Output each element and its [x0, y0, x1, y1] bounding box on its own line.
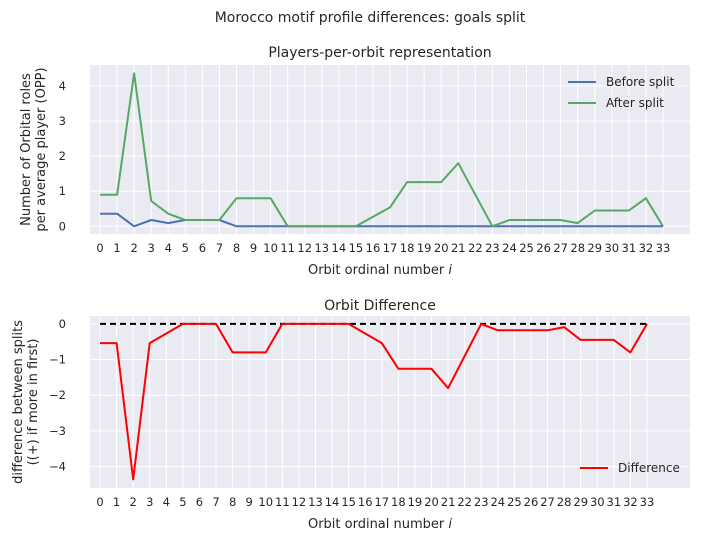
- y-tick-label: −2: [49, 388, 66, 402]
- x-tick-label: 15: [341, 495, 356, 509]
- x-tick-label: 23: [474, 495, 489, 509]
- y-tick-label: −3: [49, 424, 66, 438]
- y-tick-label: −1: [49, 353, 66, 367]
- x-tick-label: 18: [400, 241, 415, 255]
- x-tick-label: 19: [417, 241, 432, 255]
- x-tick-label: 10: [263, 241, 278, 255]
- x-tick-label: 30: [604, 241, 619, 255]
- legend-label: Before split: [606, 75, 675, 89]
- y-tick-label: 3: [59, 114, 66, 128]
- x-tick-label: 7: [216, 241, 223, 255]
- legend-label: Difference: [618, 461, 680, 475]
- x-tick-label: 28: [570, 241, 585, 255]
- top-chart: 0 1 2 3 4 5 6 7 8 9 10 11 12 13 14 15 16 17 18 19 20 21 22 23 24…: [19, 45, 690, 278]
- x-tick-label: 4: [163, 495, 170, 509]
- x-tick-label: 11: [275, 495, 290, 509]
- x-tick-label: 24: [490, 495, 505, 509]
- x-tick-label: 5: [179, 495, 186, 509]
- x-tick-label: 18: [391, 495, 406, 509]
- x-tick-label: 31: [622, 241, 637, 255]
- y-tick-label: 2: [59, 149, 66, 163]
- x-tick-label: 29: [573, 495, 588, 509]
- y-axis-label: ((+) if more in first): [26, 339, 41, 466]
- x-tick-label: 6: [196, 495, 203, 509]
- y-tick-label: 0: [59, 219, 66, 233]
- x-tick-label: 20: [424, 495, 439, 509]
- x-tick-label: 8: [229, 495, 236, 509]
- x-tick-label: 9: [250, 241, 257, 255]
- x-tick-label: 16: [358, 495, 373, 509]
- x-tick-label: 15: [349, 241, 364, 255]
- x-tick-label: 33: [656, 241, 671, 255]
- x-tick-label: 26: [524, 495, 539, 509]
- x-tick-label: 27: [553, 241, 568, 255]
- x-tick-label: 10: [258, 495, 273, 509]
- y-tick-label: 4: [59, 79, 66, 93]
- y-tick-label: −4: [49, 460, 66, 474]
- series-line: [100, 72, 664, 228]
- x-tick-label: 29: [587, 241, 602, 255]
- x-tick-label: 21: [451, 241, 466, 255]
- x-tick-label: 12: [297, 241, 312, 255]
- x-tick-label: 9: [246, 495, 253, 509]
- x-tick-label: 17: [374, 495, 389, 509]
- y-axis-label: difference between splits: [11, 320, 26, 484]
- x-tick-label: 0: [96, 495, 103, 509]
- x-tick-label: 11: [280, 241, 295, 255]
- x-tick-label: 23: [485, 241, 500, 255]
- x-tick-label: 19: [408, 495, 423, 509]
- figure-suptitle: Morocco motif profile differences: goals…: [215, 10, 526, 26]
- x-tick-label: 20: [434, 241, 449, 255]
- x-tick-label: 2: [130, 241, 137, 255]
- x-tick-label: 22: [468, 241, 483, 255]
- x-tick-label: 27: [540, 495, 555, 509]
- x-tick-label: 13: [314, 241, 329, 255]
- x-tick-label: 3: [146, 495, 153, 509]
- bottom-chart: 0 1 2 3 4 5 6 7 8 9 10 11 12 13 14 15 16 17 18 19 20 21 22 23 24…: [11, 298, 690, 532]
- x-tick-label: 14: [332, 241, 347, 255]
- x-tick-label: 12: [292, 495, 307, 509]
- series-line: [100, 322, 648, 481]
- x-tick-label: 24: [502, 241, 517, 255]
- x-tick-label: 13: [308, 495, 323, 509]
- x-tick-label: 33: [640, 495, 655, 509]
- x-axis-label: Orbit ordinal number i: [308, 263, 452, 278]
- x-tick-label: 7: [212, 495, 219, 509]
- x-tick-label: 28: [557, 495, 572, 509]
- x-tick-label: 25: [507, 495, 522, 509]
- legend-label: After split: [606, 96, 664, 110]
- x-tick-label: 31: [607, 495, 622, 509]
- x-tick-label: 32: [639, 241, 654, 255]
- x-tick-label: 30: [590, 495, 605, 509]
- x-tick-label: 1: [113, 241, 120, 255]
- x-tick-label: 3: [148, 241, 155, 255]
- x-tick-label: 22: [457, 495, 472, 509]
- y-axis-label: per average player (OPP): [34, 67, 49, 231]
- x-tick-label: 1: [113, 495, 120, 509]
- plot-background: [90, 316, 690, 488]
- x-tick-label: 6: [199, 241, 206, 255]
- x-tick-label: 21: [441, 495, 456, 509]
- x-tick-label: 17: [383, 241, 398, 255]
- x-tick-label: 8: [233, 241, 240, 255]
- chart-title: Orbit Difference: [324, 298, 436, 314]
- x-tick-label: 0: [96, 241, 103, 255]
- x-tick-label: 2: [129, 495, 136, 509]
- x-tick-label: 14: [325, 495, 340, 509]
- x-tick-label: 4: [165, 241, 172, 255]
- x-axis-label: Orbit ordinal number i: [308, 517, 452, 532]
- y-axis-label: Number of Orbital roles: [19, 73, 34, 226]
- x-tick-label: 25: [519, 241, 534, 255]
- x-tick-label: 16: [366, 241, 381, 255]
- chart-title: Players-per-orbit representation: [268, 45, 491, 61]
- x-tick-label: 32: [623, 495, 638, 509]
- x-tick-label: 5: [182, 241, 189, 255]
- y-tick-label: 1: [59, 184, 66, 198]
- x-tick-label: 26: [536, 241, 551, 255]
- y-tick-label: 0: [59, 317, 66, 331]
